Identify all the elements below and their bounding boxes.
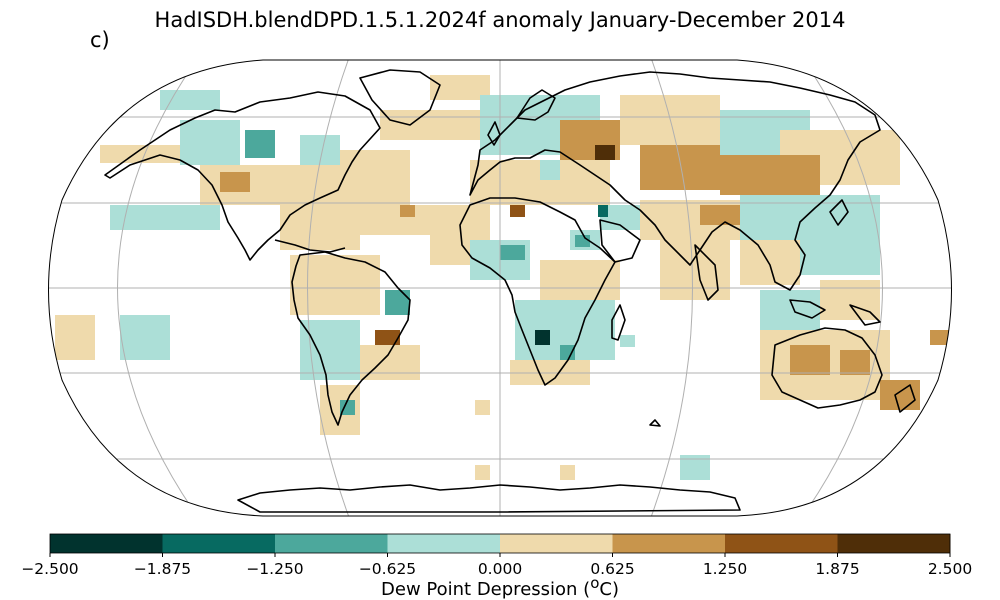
colorbar-segment (837, 534, 951, 553)
figure-title: HadISDH.blendDPD.1.5.1.2024f anomaly Jan… (154, 8, 846, 32)
colorbar-tick-label: −0.625 (359, 560, 416, 578)
colorbar-tick-label: 0.000 (478, 560, 522, 578)
panel-label: c) (90, 28, 110, 52)
colorbar-segment (162, 534, 276, 553)
colorbar-tick-label: −1.875 (134, 560, 191, 578)
globe-outline (48, 59, 952, 517)
colorbar-segment (387, 534, 501, 553)
colorbar-tick-label: 1.875 (815, 560, 859, 578)
colorbar-tick-label: 1.250 (703, 560, 747, 578)
coastlines (104, 69, 916, 513)
colorbar-segment (725, 534, 838, 553)
world-map (48, 59, 952, 517)
colorbar-title: Dew Point Depression (oC) (381, 574, 619, 600)
colorbar-segment (500, 534, 613, 553)
anomaly-grid-cells (55, 75, 950, 480)
colorbar-tick-label: −2.500 (21, 560, 78, 578)
colorbar-segment (275, 534, 388, 553)
colorbar-segment (50, 534, 163, 553)
colorbar-tick-label: 0.625 (590, 560, 634, 578)
colorbar-tick-label: −1.250 (246, 560, 303, 578)
graticule-lines (48, 60, 952, 516)
colorbar-segment (612, 534, 726, 553)
colorbar-tick-label: 2.500 (928, 560, 972, 578)
